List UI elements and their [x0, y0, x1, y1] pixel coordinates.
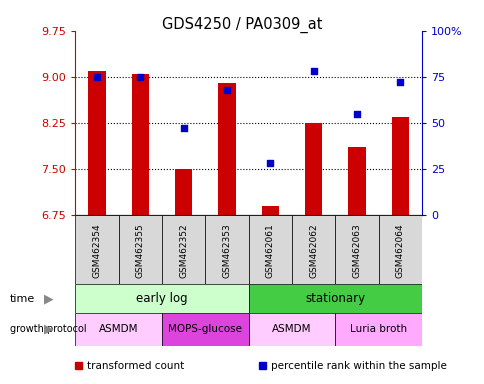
Bar	[378, 215, 421, 284]
Text: percentile rank within the sample: percentile rank within the sample	[271, 361, 446, 371]
Bar	[75, 215, 118, 284]
Bar	[248, 313, 334, 346]
Bar	[118, 215, 162, 284]
Bar	[391, 117, 408, 215]
Text: transformed count: transformed count	[87, 361, 184, 371]
Text: GDS4250 / PA0309_at: GDS4250 / PA0309_at	[162, 17, 322, 33]
Bar	[175, 169, 192, 215]
Point	[309, 68, 317, 74]
Point	[136, 74, 144, 80]
Point	[223, 87, 230, 93]
Bar	[248, 215, 291, 284]
Text: GSM462061: GSM462061	[265, 223, 274, 278]
Text: Luria broth: Luria broth	[349, 324, 407, 334]
Text: GSM462354: GSM462354	[92, 223, 101, 278]
Text: early log: early log	[136, 292, 187, 305]
Point	[352, 111, 360, 117]
Text: ASMDM: ASMDM	[99, 324, 138, 334]
Text: ▶: ▶	[44, 292, 53, 305]
Text: GSM462064: GSM462064	[395, 223, 404, 278]
Bar	[88, 71, 106, 215]
Point	[179, 125, 187, 131]
Bar	[348, 147, 365, 215]
Point	[266, 161, 273, 167]
Text: MOPS-glucose: MOPS-glucose	[168, 324, 242, 334]
Text: time: time	[10, 293, 35, 304]
Bar	[131, 74, 149, 215]
Text: growth protocol: growth protocol	[10, 324, 86, 334]
Bar	[75, 284, 248, 313]
Bar	[291, 215, 334, 284]
Text: ▶: ▶	[44, 323, 53, 336]
Text: GSM462063: GSM462063	[352, 223, 361, 278]
Bar	[162, 215, 205, 284]
Point	[395, 79, 403, 85]
Bar	[334, 215, 378, 284]
Bar	[218, 83, 235, 215]
Bar	[261, 206, 278, 215]
Bar	[75, 313, 162, 346]
Point	[93, 74, 101, 80]
Text: GSM462062: GSM462062	[308, 223, 318, 278]
Bar	[304, 123, 321, 215]
Text: GSM462352: GSM462352	[179, 223, 188, 278]
Text: ASMDM: ASMDM	[272, 324, 311, 334]
Text: stationary: stationary	[304, 292, 364, 305]
Bar	[162, 313, 248, 346]
Text: GSM462355: GSM462355	[136, 223, 144, 278]
Bar	[205, 215, 248, 284]
Bar	[248, 284, 421, 313]
Bar	[334, 313, 421, 346]
Text: GSM462353: GSM462353	[222, 223, 231, 278]
